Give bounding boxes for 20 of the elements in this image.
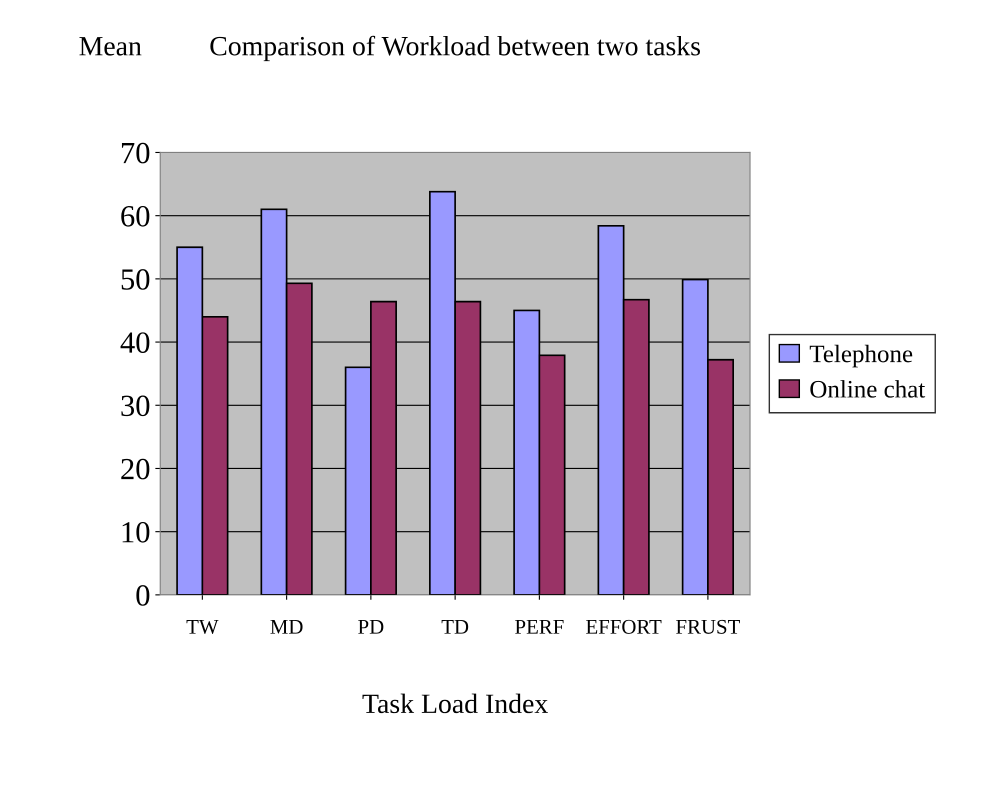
y-tick-label: 20: [121, 458, 150, 480]
legend-label: Online chat: [810, 380, 926, 398]
x-tick-label: FRUST: [676, 620, 740, 634]
y-tick-label: 10: [122, 522, 150, 543]
y-axis-title: Mean: [79, 37, 142, 56]
x-tick-label: PD: [358, 620, 384, 634]
chart-title: Comparison of Workload between two tasks: [210, 36, 700, 62]
x-tick-label: TD: [442, 620, 468, 634]
y-tick-label: 70: [122, 142, 150, 164]
legend-label: Telephone: [810, 344, 912, 368]
y-tick-label: 60: [121, 206, 150, 227]
x-axis-title: Task Load Index: [362, 694, 548, 714]
x-tick-label: MD: [270, 620, 303, 634]
x-tick-label: PERF: [515, 620, 564, 634]
y-tick-label: 0: [136, 585, 150, 606]
y-tick-label: 50: [122, 269, 150, 290]
x-tick-label: EFFORT: [586, 620, 662, 634]
y-tick-label: 40: [120, 332, 150, 353]
x-tick-label: TW: [186, 620, 219, 634]
y-tick-label: 30: [121, 396, 150, 416]
